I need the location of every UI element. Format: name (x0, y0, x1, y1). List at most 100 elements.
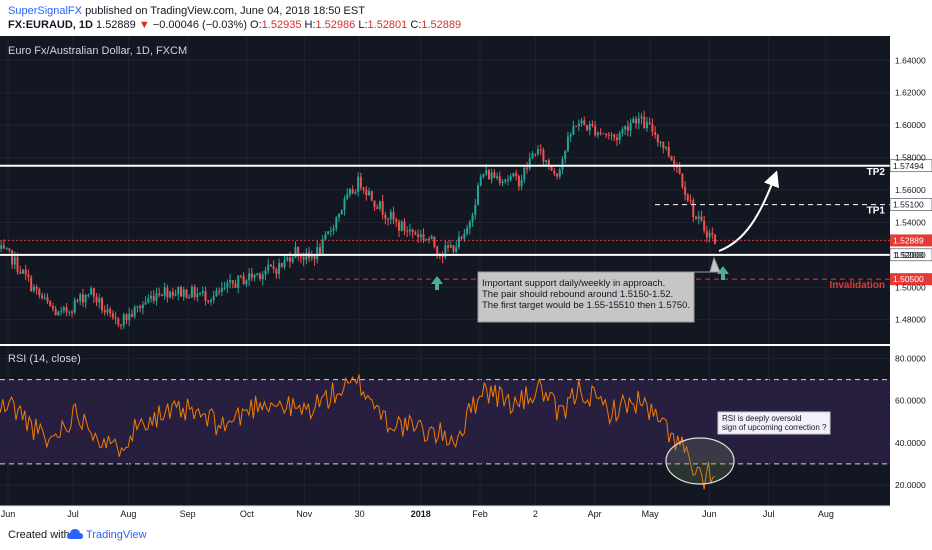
time-tick-label: 30 (355, 509, 365, 519)
candle (547, 158, 550, 170)
rsi-grid (0, 346, 890, 506)
rsi-tick-label: 40.0000 (895, 438, 926, 448)
candle (283, 255, 286, 270)
tradingview-cloud-icon[interactable] (66, 528, 84, 542)
candle (490, 168, 493, 184)
rsi-line (0, 374, 716, 490)
high-label: H: (304, 19, 316, 31)
candle (106, 304, 109, 316)
candle (180, 285, 183, 298)
candle (528, 152, 531, 171)
candle-body (84, 295, 87, 303)
candle (575, 125, 578, 128)
candle-body (381, 201, 384, 215)
candle-body (621, 129, 624, 134)
candle-body (397, 221, 400, 231)
candle-body (714, 234, 717, 244)
price-tick-label: 1.52000 (895, 250, 926, 260)
price-axis[interactable]: 1.64000 1.62000 1.60000 1.58000 1.56000 1.540… (895, 55, 926, 324)
candle (447, 241, 450, 253)
candle-body (626, 126, 629, 131)
candle (128, 307, 131, 326)
candle-body (572, 126, 575, 135)
candle-body (120, 324, 123, 326)
candle (558, 167, 561, 180)
candle-body (0, 245, 3, 249)
candle-body (656, 134, 659, 143)
candle-body (117, 318, 120, 325)
candle-body (433, 236, 436, 247)
candle-body (332, 228, 335, 231)
candle (169, 290, 172, 299)
candle-body (490, 172, 493, 180)
candle-body (169, 291, 172, 298)
candle (566, 131, 569, 153)
candle-body (226, 282, 229, 288)
candle (659, 140, 662, 148)
candle (201, 286, 204, 297)
price-change: −0.00046 (−0.03%) (152, 19, 247, 31)
candle (536, 145, 539, 157)
open-value: 1.52935 (261, 19, 302, 31)
candle-body (125, 314, 128, 321)
change-down-icon: ▼ (138, 19, 150, 31)
tradingview-brand-link[interactable]: TradingView (86, 529, 147, 541)
candle (49, 299, 52, 307)
candle-body (615, 137, 618, 140)
candle (84, 293, 87, 308)
candle-body (259, 273, 262, 280)
candle-body (512, 173, 515, 177)
candle-body (479, 176, 482, 186)
candle-body (436, 246, 439, 254)
candle-body (596, 132, 599, 136)
candle (71, 309, 74, 318)
publisher-link[interactable]: SuperSignalFX (8, 5, 82, 17)
candle (321, 235, 324, 256)
candle-body (632, 118, 635, 124)
candle (618, 130, 621, 145)
rsi-tick-label: 60.0000 (895, 396, 926, 406)
candle-body (160, 294, 163, 296)
candle (613, 133, 616, 142)
candle-body (81, 294, 84, 303)
rsi-axis[interactable]: 80.0000 60.0000 40.0000 20.0000 (895, 354, 926, 490)
candle-body (188, 297, 191, 299)
price-tag-label: 1.52000 (893, 250, 924, 260)
candle-body (411, 229, 414, 233)
price-tag (889, 198, 932, 211)
candle (365, 185, 368, 201)
candle-body (667, 146, 670, 157)
level-label-TP2: TP2 (867, 167, 886, 178)
time-axis[interactable]: Jun Jul Aug Sep Oct Nov 30 2018 Feb 2 Apr May Jun Jul… (0, 505, 890, 519)
candle (310, 250, 313, 262)
candle (185, 289, 188, 299)
candle (220, 281, 223, 296)
candle-body (591, 123, 594, 126)
candle (136, 305, 139, 313)
candle (477, 182, 480, 206)
candle-body (564, 151, 567, 159)
candle (234, 279, 237, 288)
candle (714, 234, 717, 245)
rsi-chart-title: RSI (14, close) (8, 353, 81, 365)
chart-area[interactable]: 1.57494 TP2 1.55100 TP1 1.52889 1.52000 1.5050… (0, 36, 932, 522)
candle (204, 286, 207, 306)
candle (648, 117, 651, 126)
candle-body (98, 298, 101, 303)
candle (231, 279, 234, 289)
up-arrow-icon (431, 276, 443, 290)
candle (373, 200, 376, 211)
candle (632, 116, 635, 124)
low-label: L: (358, 19, 368, 31)
candle (90, 285, 93, 295)
candle (449, 240, 452, 248)
candle-body (703, 220, 706, 231)
candle-body (357, 176, 360, 193)
candle (637, 112, 640, 130)
candle (261, 270, 264, 286)
candle-body (526, 167, 529, 169)
candle-body (400, 221, 403, 231)
candle-body (144, 302, 147, 305)
candle-body (92, 288, 95, 297)
candle (403, 218, 406, 236)
